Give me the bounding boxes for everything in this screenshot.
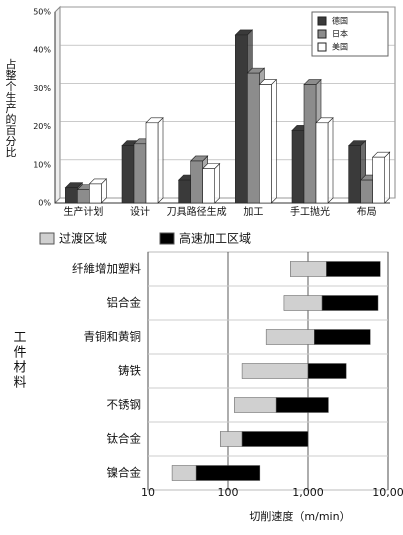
x-tick-label: 手工抛光 [290, 205, 330, 218]
range-bar [307, 363, 347, 379]
legend-label: 日本 [332, 29, 348, 39]
range-bar [283, 295, 323, 311]
y-tick-label: 纤維增加塑料 [72, 262, 141, 276]
x-tick-label: 10,00 [372, 486, 403, 499]
bar [247, 72, 260, 204]
range-bar [265, 329, 315, 345]
bar-side [271, 78, 277, 204]
bar [178, 179, 191, 204]
y-axis-label: 占整个生产的百分比 [4, 57, 17, 157]
y-tick-label: 40% [33, 46, 51, 55]
plot-wall [54, 5, 61, 205]
bar [77, 189, 90, 204]
legend-swatch [39, 232, 55, 245]
x-tick-label: 设计 [130, 205, 150, 218]
y-tick-label: 0% [38, 199, 51, 208]
y-tick-label: 青铜和黄铜 [84, 330, 142, 344]
y-tick-label: 铸铁 [118, 364, 141, 378]
bar [303, 84, 317, 204]
bar-side [157, 117, 164, 204]
x-tick-label: 100 [218, 486, 239, 499]
bar [133, 143, 147, 204]
bar [145, 122, 159, 204]
bar [360, 179, 373, 204]
range-bar [326, 261, 381, 277]
range-bar [234, 397, 277, 413]
range-bar [275, 397, 329, 413]
bar-side [327, 117, 334, 204]
x-tick-label: 刀具路径生成 [167, 205, 227, 218]
bar-side [384, 151, 390, 204]
bar [65, 187, 78, 204]
legend-swatch [317, 42, 327, 52]
range-bar [219, 431, 243, 447]
x-tick-label: 1,000 [292, 486, 324, 499]
x-tick-label: 生产计划 [63, 205, 103, 218]
y-tick-label: 10% [33, 160, 51, 169]
x-tick-label: 布局 [357, 206, 377, 218]
bar [348, 145, 361, 204]
legend-swatch [317, 29, 327, 39]
range-bar [241, 363, 309, 379]
legend-label: 德国 [332, 16, 348, 26]
bar [89, 183, 102, 204]
y-tick-label: 钛合金 [107, 432, 142, 446]
y-tick-label: 30% [33, 84, 51, 93]
bar [202, 168, 215, 204]
bar [235, 34, 248, 204]
range-bar [241, 431, 309, 447]
y-axis-label: 工件材料 [11, 330, 27, 390]
x-tick-label: 10 [141, 486, 155, 499]
legend-label: 高速加工区域 [179, 231, 251, 246]
bar [259, 84, 272, 204]
legend-label: 过渡区域 [59, 231, 107, 246]
legend-swatch [317, 16, 327, 26]
bar-side [214, 162, 220, 204]
range-bar [314, 329, 371, 345]
legend-label: 美国 [332, 42, 348, 52]
range-bar [290, 261, 327, 277]
range-bar [195, 465, 261, 481]
x-tick-label: 加工 [243, 206, 263, 218]
bar [291, 130, 305, 204]
y-tick-label: 50% [33, 8, 51, 17]
y-tick-label: 20% [33, 122, 51, 131]
bar [315, 122, 329, 204]
bar [372, 156, 385, 204]
legend-swatch [159, 232, 175, 245]
bar [121, 145, 135, 204]
y-tick-label: 镍合金 [107, 466, 142, 480]
range-bar [171, 465, 197, 481]
x-axis-label: 切削速度（m/min） [249, 509, 350, 523]
y-tick-label: 不锈钢 [107, 398, 142, 412]
bar [190, 160, 203, 204]
y-tick-label: 铝合金 [107, 296, 142, 310]
range-bar [321, 295, 379, 311]
